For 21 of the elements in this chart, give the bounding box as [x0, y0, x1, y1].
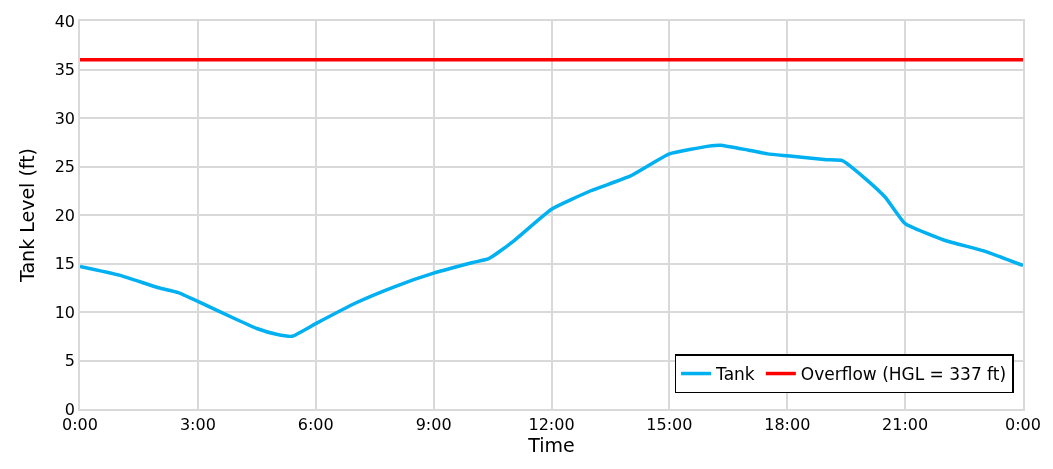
y-tick-label: 30: [54, 108, 76, 128]
y-tick-label: 5: [64, 351, 76, 371]
y-tick-label: 20: [54, 205, 76, 225]
y-tick-label: 15: [54, 254, 76, 274]
x-tick-label: 18:00: [764, 414, 811, 434]
x-tick-label: 12:00: [528, 414, 575, 434]
y-axis-title: Tank Level (ft): [16, 147, 39, 284]
line-series: [80, 143, 1023, 338]
x-tick-label: 6:00: [297, 414, 334, 434]
y-tick-label: 35: [54, 60, 76, 80]
x-tick-label: 15:00: [646, 414, 693, 434]
legend-label: Tank: [715, 364, 755, 385]
x-tick-label: 9:00: [415, 414, 452, 434]
x-tick-label: 21:00: [882, 414, 929, 434]
x-tick-label: 3:00: [179, 414, 216, 434]
x-tick-label: 0:00: [1005, 414, 1041, 434]
y-tick-label: 40: [54, 11, 76, 31]
y-tick-label: 10: [54, 302, 76, 322]
y-tick-label: 25: [54, 157, 76, 177]
legend-label: Overflow (HGL = 337 ft): [800, 364, 1007, 385]
x-axis-title: Time: [527, 433, 575, 456]
